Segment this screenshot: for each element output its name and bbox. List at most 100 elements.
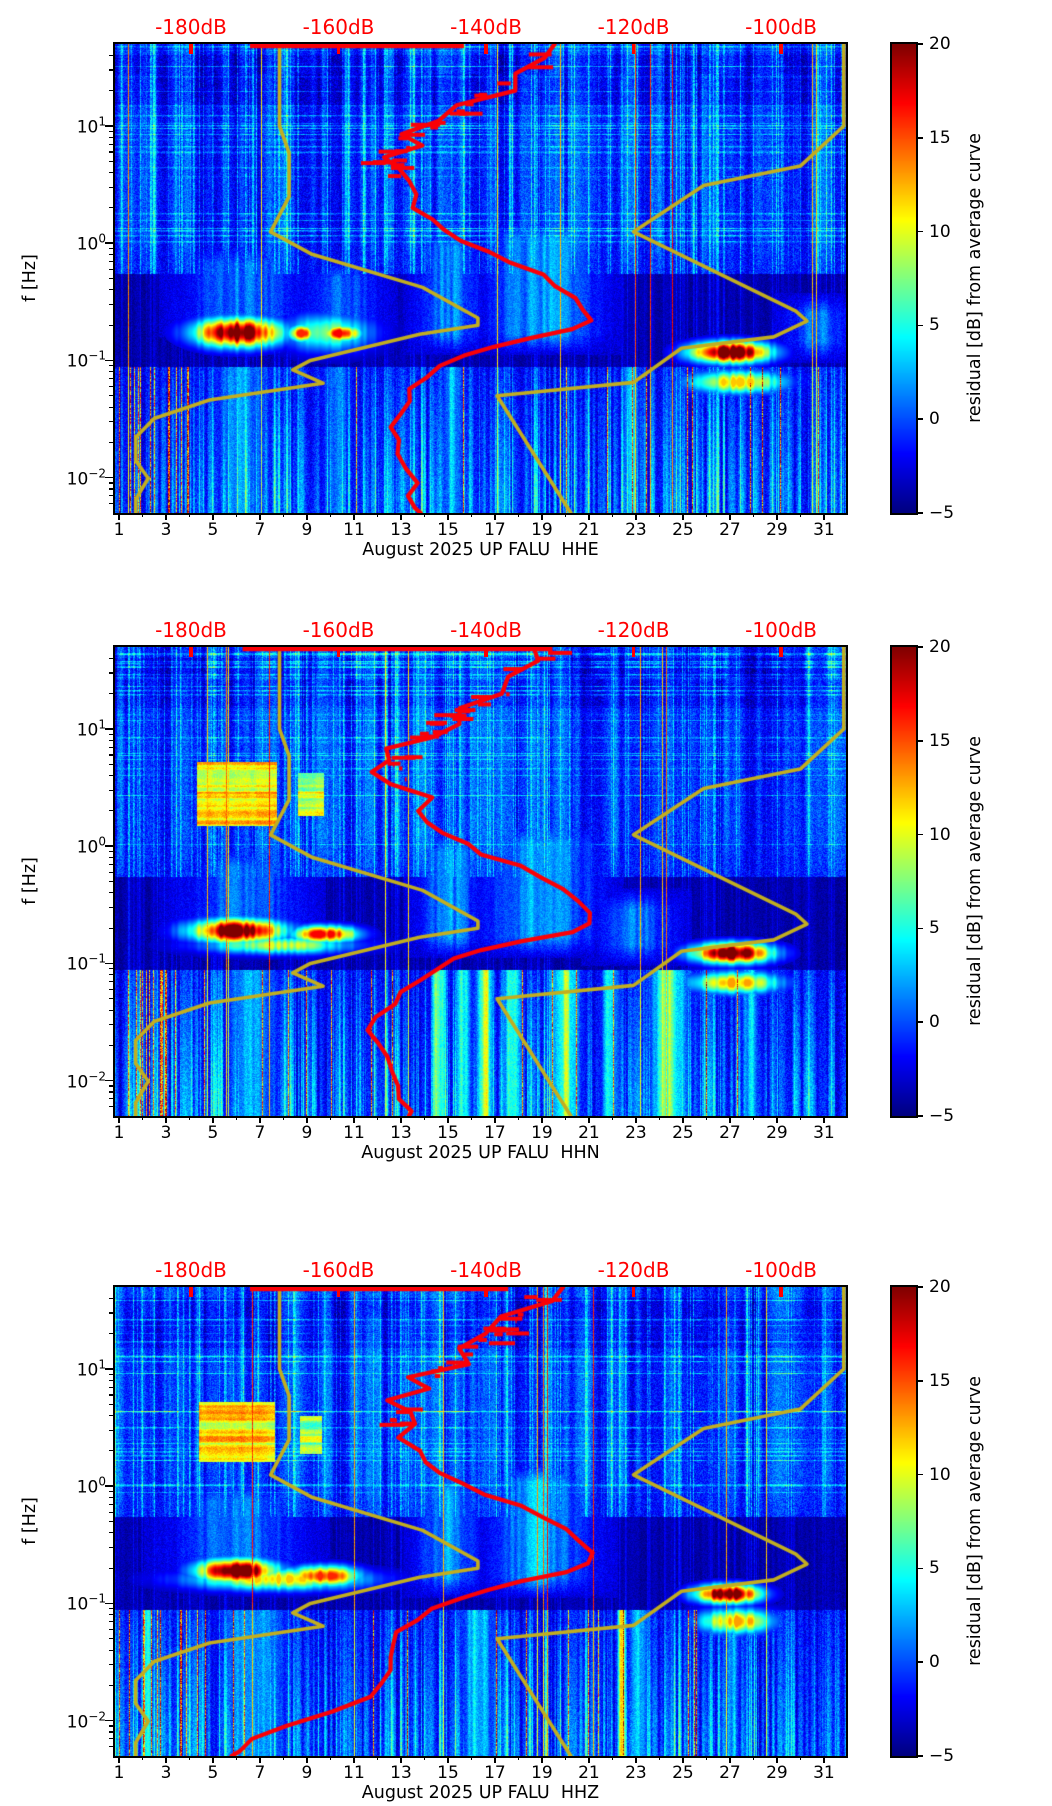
x-minor-tick xyxy=(799,1116,801,1120)
x-tick-label: 23 xyxy=(625,1123,647,1143)
y-minor-tick xyxy=(109,151,113,153)
x-tick xyxy=(118,1116,120,1123)
x-tick-label: 31 xyxy=(813,1123,835,1143)
x-minor-tick xyxy=(517,513,520,517)
x-minor-tick xyxy=(752,1116,754,1120)
y-minor-tick xyxy=(109,693,113,695)
x-minor-tick xyxy=(799,1756,801,1760)
x-tick xyxy=(212,1756,214,1763)
y-minor-tick xyxy=(109,130,113,132)
top-axis-tick-label: -160dB xyxy=(302,618,375,642)
colorbar-tick-label: −5 xyxy=(929,1106,955,1126)
y-minor-tick xyxy=(109,1532,113,1534)
colorbar-tick xyxy=(916,1755,923,1757)
y-minor-tick xyxy=(109,1628,113,1631)
x-tick-label: 21 xyxy=(578,1763,600,1783)
top-axis-tick xyxy=(189,647,193,657)
y-tick xyxy=(105,1368,113,1370)
x-tick-label: 9 xyxy=(301,1123,313,1143)
x-tick-label: 5 xyxy=(207,1763,219,1783)
y-minor-tick xyxy=(109,672,113,674)
colorbar-tick-label: 0 xyxy=(929,409,940,430)
x-tick xyxy=(118,1756,120,1763)
spectrogram-canvas xyxy=(115,44,846,513)
x-tick xyxy=(823,1756,825,1763)
x-tick xyxy=(729,513,731,520)
y-tick-exponent: −2 xyxy=(88,1709,106,1724)
colorbar-tick xyxy=(916,1473,923,1476)
x-tick-label: 25 xyxy=(672,1763,694,1783)
x-minor-tick xyxy=(423,513,426,517)
y-tick xyxy=(105,1719,113,1722)
x-minor-tick xyxy=(141,513,144,517)
y-tick-exponent: −2 xyxy=(88,466,106,481)
x-minor-tick xyxy=(376,1756,379,1760)
x-tick-label: 9 xyxy=(301,520,313,540)
y-minor-tick xyxy=(109,495,113,497)
x-tick-label: 3 xyxy=(160,1763,172,1783)
spectrogram-canvas xyxy=(115,647,846,1116)
y-minor-tick xyxy=(109,1731,113,1733)
x-minor-tick xyxy=(141,1756,144,1760)
x-tick-label: 19 xyxy=(531,1763,553,1783)
y-minor-tick xyxy=(109,172,113,174)
x-minor-tick xyxy=(282,1116,285,1120)
y-minor-tick xyxy=(109,981,113,983)
y-minor-tick xyxy=(109,880,113,883)
x-tick-label: 15 xyxy=(437,520,459,540)
colorbar-tick-label: 0 xyxy=(929,1012,940,1033)
y-minor-tick xyxy=(109,850,113,853)
colorbar-tick-label: 10 xyxy=(929,221,951,242)
y-minor-tick xyxy=(109,1496,113,1499)
x-minor-tick xyxy=(188,1756,191,1760)
y-tick-exponent: −1 xyxy=(88,1592,106,1607)
x-tick xyxy=(259,513,261,520)
x-tick xyxy=(588,1116,590,1123)
y-minor-tick xyxy=(109,1608,113,1610)
y-tick-exponent: 1 xyxy=(98,717,106,732)
x-axis-label: August 2025 UP FALU HHN xyxy=(361,1143,600,1163)
x-tick-label: 13 xyxy=(390,520,412,540)
y-tick-exponent: −2 xyxy=(88,1069,106,1084)
top-axis-tick xyxy=(779,647,783,657)
x-tick xyxy=(823,513,825,520)
y-minor-tick xyxy=(109,863,113,865)
colorbar-tick-label: 5 xyxy=(929,1558,940,1579)
x-tick xyxy=(494,1116,496,1123)
x-minor-tick xyxy=(752,1756,754,1760)
y-minor-tick xyxy=(109,754,113,756)
y-minor-tick xyxy=(109,1098,113,1100)
y-tick-exponent: −1 xyxy=(88,349,106,364)
x-minor-tick xyxy=(658,513,661,517)
y-tick xyxy=(105,728,113,730)
colorbar-label: residual [dB] from average curve xyxy=(965,736,985,1026)
y-tick-exponent: 0 xyxy=(98,231,106,246)
y-minor-tick xyxy=(109,739,113,741)
x-tick xyxy=(776,1116,778,1123)
x-tick xyxy=(400,1116,402,1123)
y-minor-tick xyxy=(109,90,113,92)
y-minor-tick xyxy=(109,186,113,188)
y-minor-tick xyxy=(109,421,113,423)
y-tick-label: 101 xyxy=(76,114,106,138)
y-minor-tick xyxy=(109,1403,113,1405)
y-minor-tick xyxy=(109,789,113,791)
x-tick xyxy=(541,513,543,520)
x-minor-tick xyxy=(705,1756,707,1760)
colorbar-tick xyxy=(916,833,923,836)
y-minor-tick xyxy=(109,268,113,270)
x-tick xyxy=(494,513,496,520)
x-minor-tick xyxy=(188,513,191,517)
y-minor-tick xyxy=(109,1394,113,1396)
colorbar-tick-label: 20 xyxy=(929,637,951,657)
colorbar-tick-label: 20 xyxy=(929,34,951,54)
x-tick-label: 29 xyxy=(766,1123,788,1143)
colorbar-tick xyxy=(916,1567,923,1570)
x-tick-label: 29 xyxy=(766,520,788,540)
x-minor-tick xyxy=(282,1756,285,1760)
y-tick-label: 10−2 xyxy=(66,466,106,490)
colorbar-tick-label: 15 xyxy=(929,127,951,148)
y-minor-tick xyxy=(109,657,113,659)
top-axis-tick xyxy=(336,1287,341,1297)
x-tick xyxy=(447,513,449,520)
